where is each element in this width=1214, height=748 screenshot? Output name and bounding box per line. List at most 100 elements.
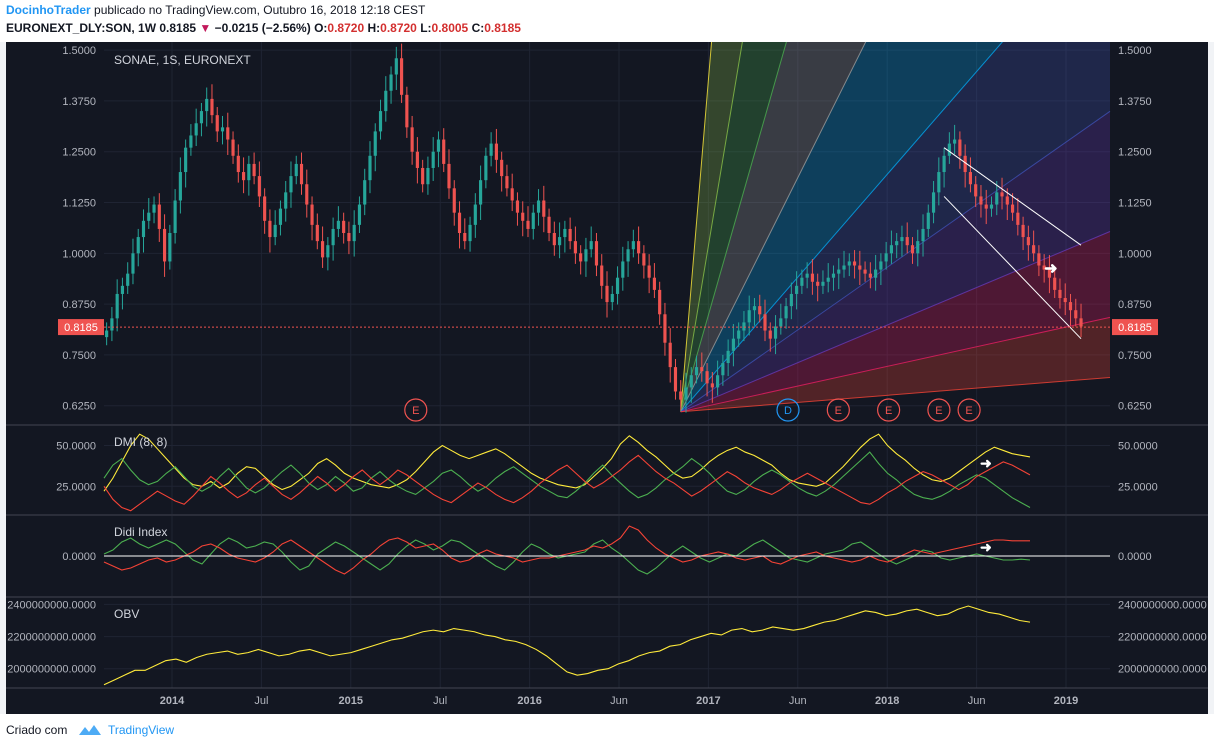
chart-background bbox=[6, 42, 1208, 714]
author-link[interactable]: DocinhoTrader bbox=[6, 3, 91, 17]
tradingview-link[interactable]: TradingView bbox=[108, 723, 175, 737]
last-price-label-left: 0.8185 bbox=[64, 322, 98, 334]
y-tick-label-right: 50.0000 bbox=[1118, 441, 1158, 453]
x-tick-label: 2015 bbox=[339, 695, 363, 707]
candle-body bbox=[257, 176, 261, 197]
candle-body bbox=[168, 233, 172, 262]
candle-body bbox=[1026, 237, 1030, 246]
y-tick-label-right: 1.3750 bbox=[1118, 96, 1152, 108]
candle-body bbox=[810, 273, 814, 282]
candle-body bbox=[895, 241, 899, 246]
arrow-icon: ➜ bbox=[1044, 261, 1057, 278]
candle-body bbox=[231, 139, 235, 156]
candle-body bbox=[473, 204, 477, 225]
candle-body bbox=[331, 228, 335, 246]
candle-body bbox=[947, 143, 951, 156]
candle-body bbox=[205, 98, 209, 112]
candle-body bbox=[184, 147, 188, 173]
candle-body bbox=[479, 180, 483, 205]
candle-body bbox=[199, 111, 204, 124]
created-with-text: Criado com bbox=[6, 723, 68, 737]
candle-body bbox=[689, 375, 693, 388]
candle-body bbox=[394, 58, 398, 75]
candle-body bbox=[131, 253, 135, 274]
event-marker-circle bbox=[927, 398, 951, 422]
y-tick-label-left: 2400000000.0000 bbox=[7, 599, 96, 611]
candle-body bbox=[926, 212, 930, 229]
y-tick-label-left: 2200000000.0000 bbox=[7, 632, 96, 644]
price-value: 0.8185 bbox=[159, 21, 197, 35]
publish-line: DocinhoTrader publicado no TradingView.c… bbox=[6, 3, 425, 17]
arrow-icon: ➜ bbox=[980, 539, 992, 555]
candle-body bbox=[321, 241, 325, 258]
candle-body bbox=[294, 163, 298, 177]
event-marker-circle bbox=[877, 398, 901, 422]
candle-body bbox=[173, 200, 177, 233]
close-value: 0.8185 bbox=[484, 21, 521, 35]
candle-body bbox=[247, 163, 251, 181]
candle-body bbox=[884, 253, 888, 262]
candle-body bbox=[937, 172, 941, 193]
candle-body bbox=[178, 172, 182, 201]
candle-body bbox=[721, 363, 725, 376]
candle-body bbox=[716, 375, 720, 388]
candle-body bbox=[241, 172, 246, 181]
candle-body bbox=[299, 163, 304, 185]
candle-body bbox=[568, 228, 572, 242]
candle-body bbox=[405, 94, 409, 128]
candle-body bbox=[910, 245, 915, 254]
y-tick-label-left: 1.0000 bbox=[62, 248, 96, 260]
candle-body bbox=[421, 167, 425, 185]
x-tick-label: 2016 bbox=[517, 695, 541, 707]
candle-body bbox=[552, 233, 556, 246]
candle-body bbox=[863, 269, 867, 274]
candle-body bbox=[615, 277, 620, 294]
candle-body bbox=[115, 293, 119, 319]
y-tick-label-left: 50.0000 bbox=[56, 441, 96, 453]
candle-body bbox=[584, 249, 588, 262]
candle-body bbox=[989, 204, 994, 209]
candle-body bbox=[605, 285, 609, 303]
candle-body bbox=[1010, 204, 1015, 213]
change-value: −0.0215 (−2.56%) bbox=[214, 21, 311, 35]
candle-body bbox=[431, 151, 435, 168]
candle-body bbox=[837, 269, 841, 274]
candle-body bbox=[679, 391, 683, 400]
candle-body bbox=[189, 135, 193, 148]
candle-body bbox=[752, 306, 757, 311]
candle-body bbox=[210, 98, 214, 116]
candle-body bbox=[120, 285, 125, 294]
candle-body bbox=[784, 306, 788, 319]
y-tick-label-left: 0.8750 bbox=[62, 299, 96, 311]
candle-body bbox=[874, 269, 878, 278]
gann-fan-line bbox=[680, 376, 1111, 413]
candle-body bbox=[305, 184, 309, 205]
symbol-label[interactable]: EURONEXT_DLY:SON, 1W bbox=[6, 21, 157, 35]
candle-body bbox=[747, 310, 751, 323]
candle-body bbox=[579, 253, 583, 262]
y-tick-label-left: 25.0000 bbox=[56, 481, 96, 493]
candle-body bbox=[415, 151, 419, 168]
candle-body bbox=[668, 342, 672, 368]
candle-body bbox=[758, 306, 762, 315]
event-marker-label: D bbox=[784, 405, 792, 417]
candle-body bbox=[531, 212, 535, 229]
candle-body bbox=[700, 367, 704, 372]
event-marker-label: E bbox=[965, 405, 972, 417]
y-tick-label-right: 25.0000 bbox=[1118, 481, 1158, 493]
event-marker-label: E bbox=[412, 405, 419, 417]
candle-body bbox=[789, 293, 793, 307]
close-label: C: bbox=[471, 21, 485, 35]
chart-canvas[interactable]: 2014 Jul 2015 Jul 2016 Jun 2017 Jun 2018 Jun 2019 1… bbox=[6, 42, 1208, 714]
x-tick-label: Jun bbox=[968, 695, 986, 707]
candle-body bbox=[110, 318, 114, 331]
series-line-adx bbox=[103, 433, 1031, 492]
candle-body bbox=[436, 139, 441, 152]
candle-body bbox=[157, 204, 161, 229]
candle-body bbox=[658, 289, 662, 315]
candle-body bbox=[463, 233, 467, 242]
y-tick-label-left: 1.1250 bbox=[62, 198, 96, 210]
candle-body bbox=[342, 220, 346, 233]
candle-body bbox=[558, 237, 562, 246]
candle-body bbox=[1042, 265, 1046, 270]
